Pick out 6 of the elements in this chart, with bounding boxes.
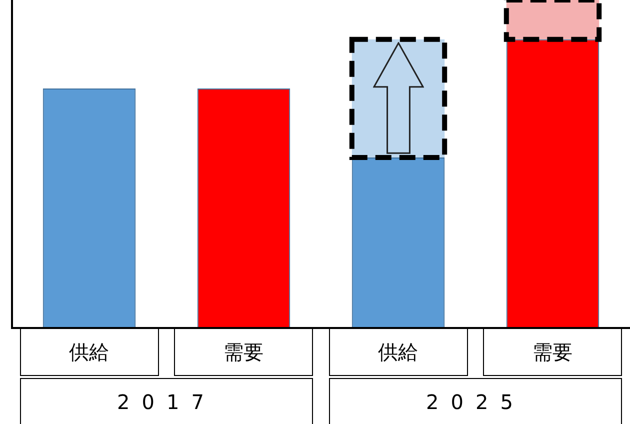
x-tick-label: 需要 [483, 328, 622, 376]
x-tick-label: 需要 [174, 328, 314, 376]
text: 2025 [328, 378, 622, 424]
x-tick-label: 供給 [20, 328, 159, 376]
x-tick-label: 供給 [328, 328, 468, 376]
text: 2017 [20, 378, 314, 424]
